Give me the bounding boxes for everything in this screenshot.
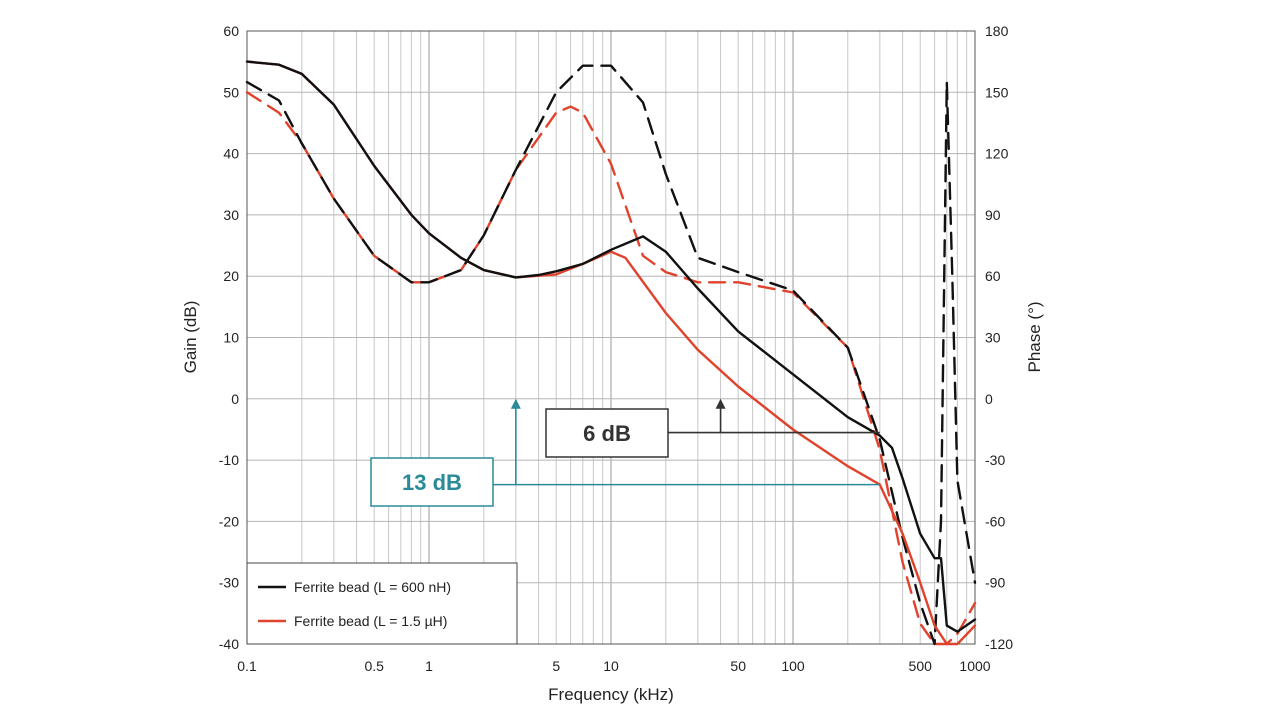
right-y-tick-label: -90	[985, 575, 1005, 591]
right-y-tick-label: -120	[985, 636, 1013, 652]
left-y-tick-label: -40	[219, 636, 239, 652]
left-y-tick-label: 40	[223, 146, 239, 162]
right-y-tick-label: 180	[985, 23, 1009, 39]
x-tick-label: 500	[909, 658, 933, 674]
legend-box	[246, 562, 518, 645]
right-y-tick-label: 30	[985, 330, 1001, 346]
left-y-tick-label: 30	[223, 207, 239, 223]
right-y-tick-label: 0	[985, 391, 993, 407]
right-y-tick-label: 60	[985, 268, 1001, 284]
series-line-gain-0	[245, 60, 977, 633]
right-y-tick-labels: 180 150 120 90 60 30 0 -30 -60 -90 -120	[985, 23, 1013, 652]
x-tick-label: 0.5	[364, 658, 384, 674]
legend-label-1-5uh: Ferrite bead (L = 1.5 µH)	[294, 613, 447, 629]
grid	[247, 30, 975, 645]
left-y-tick-label: -10	[219, 452, 239, 468]
series-layer	[245, 60, 977, 646]
right-y-tick-label: -30	[985, 452, 1005, 468]
right-y-tick-label: 120	[985, 146, 1009, 162]
annotation-6db-label: 6 dB	[583, 421, 631, 446]
x-tick-labels: 0.1 0.5 1 5 10 50 100 500 1000	[237, 658, 991, 674]
annotation-13db: 13 dB	[370, 398, 880, 507]
x-tick-label: 1	[425, 658, 433, 674]
left-y-tick-label: -20	[219, 513, 239, 529]
annotation-6db-box	[545, 408, 669, 458]
plot-frame	[246, 30, 976, 645]
right-y-tick-label: -60	[985, 513, 1005, 529]
x-axis-title: Frequency (kHz)	[548, 685, 674, 704]
left-y-tick-label: 0	[231, 391, 239, 407]
left-y-tick-label: 10	[223, 330, 239, 346]
series-line-phase-2	[245, 64, 977, 646]
left-y-tick-label: 60	[223, 23, 239, 39]
right-y-axis-title: Phase (°)	[1025, 301, 1044, 372]
annotations: 6 dB 13 dB	[370, 398, 880, 507]
left-y-axis-title: Gain (dB)	[181, 301, 200, 374]
x-tick-label: 10	[603, 658, 619, 674]
right-y-tick-label: 150	[985, 84, 1009, 100]
x-tick-label: 5	[552, 658, 560, 674]
x-tick-label: 50	[730, 658, 746, 674]
left-y-tick-labels: 60 50 40 30 20 10 0 -10 -20 -30 -40	[219, 23, 239, 652]
x-tick-label: 100	[781, 658, 805, 674]
annotation-6db: 6 dB	[545, 398, 880, 458]
x-tick-label: 1000	[959, 658, 990, 674]
annotation-13db-box	[370, 457, 494, 507]
left-y-tick-label: 50	[223, 84, 239, 100]
left-y-tick-label: 20	[223, 268, 239, 284]
annotation-13db-arrowhead	[510, 398, 521, 409]
legend-label-600nh: Ferrite bead (L = 600 nH)	[294, 579, 451, 595]
left-y-tick-label: -30	[219, 575, 239, 591]
annotation-13db-label: 13 dB	[402, 470, 462, 495]
right-y-tick-label: 90	[985, 207, 1001, 223]
x-tick-label: 0.1	[237, 658, 257, 674]
annotation-6db-arrowhead	[715, 398, 726, 409]
legend: Ferrite bead (L = 600 nH) Ferrite bead (…	[246, 562, 518, 645]
